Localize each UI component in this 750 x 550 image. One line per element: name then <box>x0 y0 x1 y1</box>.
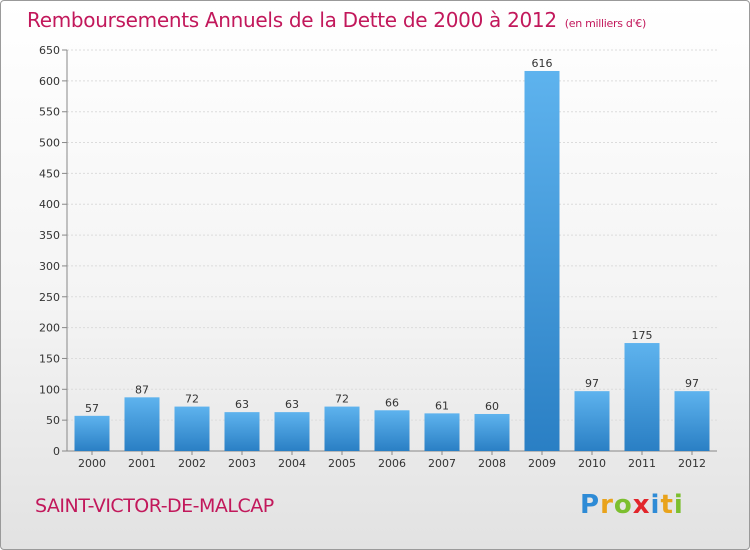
x-tick-label: 2003 <box>228 457 256 470</box>
bar <box>174 406 210 451</box>
y-tick-label: 250 <box>39 291 60 304</box>
y-tick-label: 100 <box>39 383 60 396</box>
bar-value-label: 61 <box>435 399 449 412</box>
bar-value-label: 72 <box>335 393 349 406</box>
x-tick-label: 2010 <box>578 457 606 470</box>
title-text: Remboursements Annuels de la Dette de 20… <box>27 8 557 32</box>
bar <box>474 413 510 451</box>
x-tick-label: 2009 <box>528 457 556 470</box>
bar-value-label: 72 <box>185 393 199 406</box>
x-tick-label: 2005 <box>328 457 356 470</box>
x-tick-label: 2004 <box>278 457 306 470</box>
bar-value-label: 175 <box>632 329 653 342</box>
bar <box>424 413 460 451</box>
location-name: SAINT-VICTOR-DE-MALCAP <box>35 495 274 517</box>
y-tick-label: 550 <box>39 106 60 119</box>
x-tick-label: 2002 <box>178 457 206 470</box>
bar-value-label: 97 <box>585 377 599 390</box>
bar <box>74 415 110 451</box>
bar-value-label: 97 <box>685 377 699 390</box>
bar-value-label: 63 <box>285 398 299 411</box>
logo-letter: P <box>580 490 601 520</box>
y-tick-label: 300 <box>39 260 60 273</box>
bar <box>624 343 660 451</box>
x-tick-label: 2012 <box>678 457 706 470</box>
logo-letter: o <box>613 490 633 520</box>
bar-value-label: 87 <box>135 383 149 396</box>
y-tick-label: 600 <box>39 75 60 88</box>
bar <box>374 410 410 451</box>
y-tick-label: 0 <box>53 445 60 458</box>
proxiti-logo: Proxiti <box>580 490 684 520</box>
bar-value-label: 63 <box>235 398 249 411</box>
y-tick-label: 50 <box>46 414 60 427</box>
x-tick-label: 2008 <box>478 457 506 470</box>
bar <box>124 397 160 451</box>
bar <box>324 406 360 451</box>
bar <box>274 412 310 451</box>
bar-value-label: 60 <box>485 400 499 413</box>
x-tick-label: 2001 <box>128 457 156 470</box>
logo-letter: t <box>660 490 674 520</box>
y-tick-label: 650 <box>39 44 60 57</box>
logo-letter: x <box>632 490 651 520</box>
logo-letter: i <box>650 490 661 520</box>
y-tick-label: 400 <box>39 198 60 211</box>
y-tick-label: 150 <box>39 352 60 365</box>
x-tick-label: 2006 <box>378 457 406 470</box>
bar-value-label: 66 <box>385 396 399 409</box>
bar-value-label: 57 <box>85 402 99 415</box>
y-tick-label: 350 <box>39 229 60 242</box>
unit-label: (en milliers d'€) <box>564 17 646 30</box>
bar <box>224 412 260 451</box>
x-tick-label: 2000 <box>78 457 106 470</box>
bar <box>574 391 610 451</box>
chart-title: Remboursements Annuels de la Dette de 20… <box>27 8 646 32</box>
bar <box>674 391 710 451</box>
x-tick-label: 2011 <box>628 457 656 470</box>
logo-letter: r <box>600 490 614 520</box>
x-tick-label: 2007 <box>428 457 456 470</box>
y-tick-label: 200 <box>39 322 60 335</box>
bar <box>524 70 560 451</box>
y-tick-label: 450 <box>39 167 60 180</box>
y-tick-label: 500 <box>39 137 60 150</box>
logo-letter: i <box>673 490 684 520</box>
bar-value-label: 616 <box>532 57 553 70</box>
